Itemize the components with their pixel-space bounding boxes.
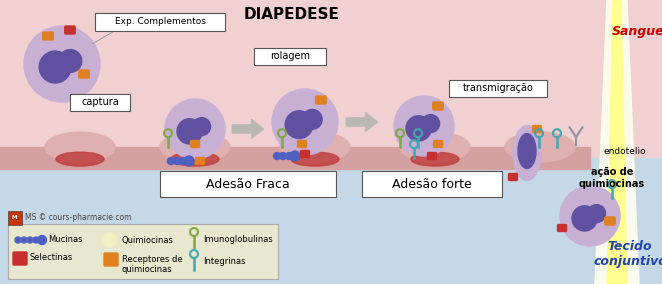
Ellipse shape [513,126,541,181]
Circle shape [21,237,27,243]
FancyBboxPatch shape [557,224,567,231]
Text: Exp. Complementos: Exp. Complementos [115,18,205,26]
Text: endotelio: endotelio [604,147,647,156]
Circle shape [167,158,175,164]
FancyBboxPatch shape [433,102,443,110]
Circle shape [406,116,431,141]
FancyBboxPatch shape [434,141,442,147]
Ellipse shape [171,152,219,166]
Circle shape [272,89,338,155]
Polygon shape [346,112,378,132]
FancyBboxPatch shape [160,171,336,197]
FancyBboxPatch shape [301,151,310,158]
Polygon shape [232,119,264,139]
FancyBboxPatch shape [7,210,21,224]
Ellipse shape [56,152,104,166]
Circle shape [103,233,117,247]
FancyBboxPatch shape [428,153,436,160]
Ellipse shape [400,132,470,162]
Ellipse shape [291,152,339,166]
Circle shape [15,237,21,243]
Ellipse shape [280,132,350,162]
FancyBboxPatch shape [104,253,118,266]
Circle shape [394,96,454,156]
Ellipse shape [518,133,536,168]
Text: quimiocinas: quimiocinas [579,179,645,189]
Circle shape [285,111,313,139]
FancyBboxPatch shape [254,47,326,64]
FancyBboxPatch shape [297,141,307,147]
Circle shape [38,235,46,245]
Text: M: M [12,215,17,220]
Circle shape [177,119,202,144]
Text: Tecido: Tecido [608,239,652,252]
FancyBboxPatch shape [43,32,53,40]
Polygon shape [595,0,639,284]
Circle shape [572,206,597,231]
Text: Imunoglobulinas: Imunoglobulinas [203,235,273,245]
Circle shape [560,186,620,246]
FancyBboxPatch shape [605,217,615,225]
Text: transmigração: transmigração [463,83,534,93]
Circle shape [273,153,281,160]
Text: quimiocinas: quimiocinas [122,264,173,273]
FancyBboxPatch shape [508,174,518,181]
Text: Mucinas: Mucinas [48,235,83,245]
Polygon shape [607,0,627,284]
Text: Adesão Fraca: Adesão Fraca [206,178,290,191]
Text: Quimiocinas: Quimiocinas [122,235,174,245]
Circle shape [39,51,71,83]
FancyBboxPatch shape [8,224,278,279]
Circle shape [290,151,300,161]
Ellipse shape [160,132,230,162]
Circle shape [59,50,82,72]
FancyBboxPatch shape [191,141,199,147]
Circle shape [285,153,293,160]
Bar [0,0,662,158]
Circle shape [193,118,211,135]
Text: Sangue: Sangue [612,26,662,39]
Circle shape [303,109,322,129]
Text: Selectinas: Selectinas [30,254,73,262]
FancyBboxPatch shape [195,158,205,164]
Circle shape [33,237,39,243]
FancyBboxPatch shape [70,93,130,110]
FancyBboxPatch shape [316,96,326,104]
FancyBboxPatch shape [13,252,27,265]
FancyBboxPatch shape [65,26,75,34]
Circle shape [27,237,33,243]
Text: ação de: ação de [591,167,633,177]
Text: Adesão forte: Adesão forte [392,178,472,191]
Circle shape [24,26,100,102]
Circle shape [279,153,287,160]
Ellipse shape [45,132,115,162]
Text: Receptores de: Receptores de [122,256,183,264]
Text: captura: captura [81,97,119,107]
FancyBboxPatch shape [532,126,542,133]
Circle shape [179,158,187,164]
Text: Integrinas: Integrinas [203,258,246,266]
FancyBboxPatch shape [362,171,502,197]
Text: MS © cours-pharmacie.com: MS © cours-pharmacie.com [25,213,132,222]
Circle shape [422,115,440,133]
Text: DIAPEDESE: DIAPEDESE [244,7,339,22]
Ellipse shape [411,152,459,166]
Circle shape [184,156,194,166]
FancyBboxPatch shape [449,80,547,97]
Circle shape [165,99,225,159]
Circle shape [588,204,606,223]
FancyBboxPatch shape [95,13,225,31]
Text: conjuntivo: conjuntivo [593,256,662,268]
Ellipse shape [505,132,575,162]
Text: rolagem: rolagem [270,51,310,61]
Bar [0,158,662,284]
Circle shape [173,158,181,164]
FancyBboxPatch shape [79,70,89,78]
Bar [0,147,590,169]
